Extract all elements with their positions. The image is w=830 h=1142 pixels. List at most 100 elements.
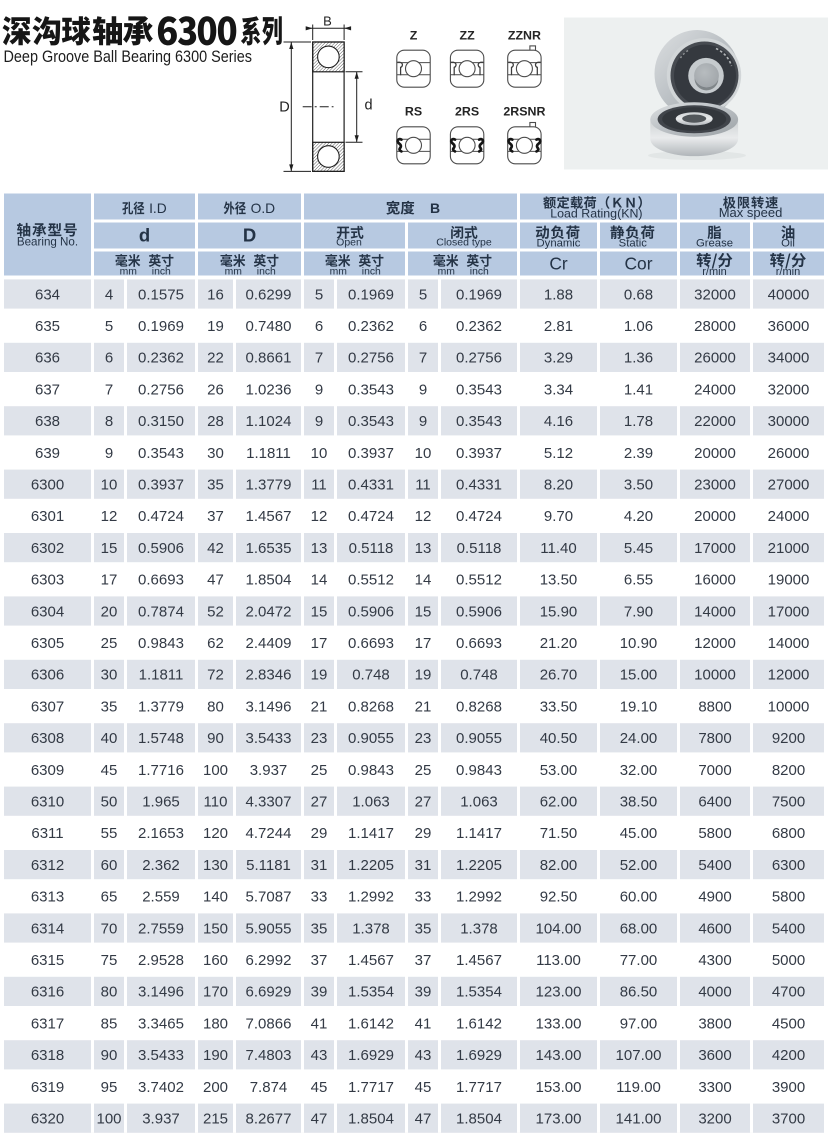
svg-text:2.0472: 2.0472: [246, 603, 292, 620]
svg-text:mm: mm: [120, 267, 137, 278]
svg-text:30000: 30000: [768, 413, 810, 430]
svg-text:5.1181: 5.1181: [246, 857, 291, 874]
svg-text:6314: 6314: [31, 920, 64, 937]
svg-text:5: 5: [315, 286, 323, 303]
svg-text:24000: 24000: [768, 508, 810, 525]
svg-text:inch: inch: [152, 267, 171, 278]
svg-text:20000: 20000: [694, 445, 736, 462]
svg-text:ZZ: ZZ: [460, 29, 476, 43]
svg-text:4700: 4700: [772, 984, 805, 1001]
svg-text:0.7480: 0.7480: [246, 318, 292, 335]
svg-text:7: 7: [105, 381, 113, 398]
svg-text:113.00: 113.00: [536, 952, 581, 969]
svg-text:Load Rating(KN): Load Rating(KN): [550, 207, 642, 221]
svg-text:150: 150: [203, 920, 228, 937]
svg-text:130: 130: [203, 857, 228, 874]
svg-text:634: 634: [35, 286, 60, 303]
svg-text:0.4724: 0.4724: [348, 508, 394, 525]
svg-text:6311: 6311: [31, 825, 63, 842]
svg-text:0.9055: 0.9055: [456, 730, 502, 747]
svg-text:3700: 3700: [772, 1111, 805, 1128]
svg-text:1.3779: 1.3779: [246, 477, 292, 494]
svg-text:0.8268: 0.8268: [456, 698, 502, 715]
svg-text:13: 13: [415, 540, 432, 557]
svg-text:0.4331: 0.4331: [456, 477, 502, 494]
svg-text:8.20: 8.20: [544, 477, 573, 494]
svg-text:1.4567: 1.4567: [456, 952, 502, 969]
svg-text:9: 9: [315, 413, 323, 430]
svg-text:Bearing No.: Bearing No.: [17, 235, 78, 248]
svg-text:5.45: 5.45: [624, 540, 653, 557]
svg-text:53.00: 53.00: [540, 762, 578, 779]
svg-text:0.2362: 0.2362: [138, 350, 184, 367]
svg-text:2.1653: 2.1653: [138, 825, 184, 842]
svg-text:6319: 6319: [31, 1079, 64, 1096]
svg-text:31: 31: [311, 857, 328, 874]
svg-text:4: 4: [105, 286, 113, 303]
svg-text:4600: 4600: [698, 920, 731, 937]
svg-text:12: 12: [415, 508, 432, 525]
svg-text:5: 5: [105, 318, 113, 335]
svg-text:9: 9: [105, 445, 113, 462]
svg-text:123.00: 123.00: [536, 984, 582, 1001]
svg-text:Max speed: Max speed: [719, 205, 783, 220]
svg-text:19: 19: [415, 667, 432, 684]
svg-text:1.5748: 1.5748: [138, 730, 184, 747]
svg-text:2.362: 2.362: [142, 857, 180, 874]
svg-text:r/min: r/min: [776, 266, 800, 278]
svg-text:30: 30: [207, 445, 224, 462]
svg-text:5800: 5800: [698, 825, 731, 842]
svg-text:72: 72: [207, 667, 224, 684]
svg-text:47: 47: [207, 572, 224, 589]
svg-text:90: 90: [101, 1047, 118, 1064]
svg-text:180: 180: [203, 1015, 228, 1032]
svg-text:0.9055: 0.9055: [348, 730, 394, 747]
svg-text:120: 120: [203, 825, 228, 842]
svg-text:D: D: [243, 225, 256, 246]
svg-text:6: 6: [315, 318, 323, 335]
svg-text:10.90: 10.90: [620, 635, 658, 652]
svg-text:32.00: 32.00: [620, 762, 658, 779]
svg-text:6318: 6318: [31, 1047, 64, 1064]
svg-text:1.8504: 1.8504: [348, 1111, 394, 1128]
svg-text:60.00: 60.00: [620, 889, 658, 906]
svg-text:71.50: 71.50: [540, 825, 578, 842]
svg-text:43: 43: [415, 1047, 432, 1064]
svg-text:4500: 4500: [772, 1015, 805, 1032]
svg-text:6301: 6301: [31, 508, 64, 525]
svg-text:7800: 7800: [698, 730, 731, 747]
svg-text:0.3150: 0.3150: [138, 413, 184, 430]
svg-text:140: 140: [203, 889, 228, 906]
svg-text:41: 41: [311, 1015, 328, 1032]
svg-text:36000: 36000: [768, 318, 810, 335]
svg-text:d: d: [365, 98, 373, 114]
svg-text:0.5906: 0.5906: [456, 603, 502, 620]
svg-text:1.1417: 1.1417: [456, 825, 502, 842]
svg-text:1.378: 1.378: [460, 920, 498, 937]
svg-text:19: 19: [311, 667, 328, 684]
svg-text:638: 638: [35, 413, 60, 430]
svg-text:77.00: 77.00: [620, 952, 658, 969]
svg-text:30: 30: [101, 667, 118, 684]
svg-text:4900: 4900: [698, 889, 731, 906]
svg-text:1.2205: 1.2205: [456, 857, 502, 874]
svg-text:0.1969: 0.1969: [138, 318, 184, 335]
svg-text:5.9055: 5.9055: [246, 920, 292, 937]
svg-text:635: 635: [35, 318, 60, 335]
svg-text:0.6693: 0.6693: [348, 635, 394, 652]
svg-text:24000: 24000: [694, 381, 736, 398]
svg-text:2.9528: 2.9528: [138, 952, 184, 969]
svg-text:119.00: 119.00: [616, 1079, 661, 1096]
svg-text:17000: 17000: [768, 603, 810, 620]
svg-text:1.88: 1.88: [544, 286, 573, 303]
svg-text:60: 60: [101, 857, 118, 874]
svg-text:Grease: Grease: [696, 237, 733, 249]
svg-text:2.4409: 2.4409: [246, 635, 292, 652]
svg-text:80: 80: [207, 698, 224, 715]
svg-text:62.00: 62.00: [540, 794, 578, 811]
svg-text:0.2362: 0.2362: [456, 318, 502, 335]
svg-text:62: 62: [207, 635, 224, 652]
svg-text:6309: 6309: [31, 762, 64, 779]
svg-text:6.6929: 6.6929: [246, 984, 292, 1001]
svg-text:0.3543: 0.3543: [456, 381, 502, 398]
